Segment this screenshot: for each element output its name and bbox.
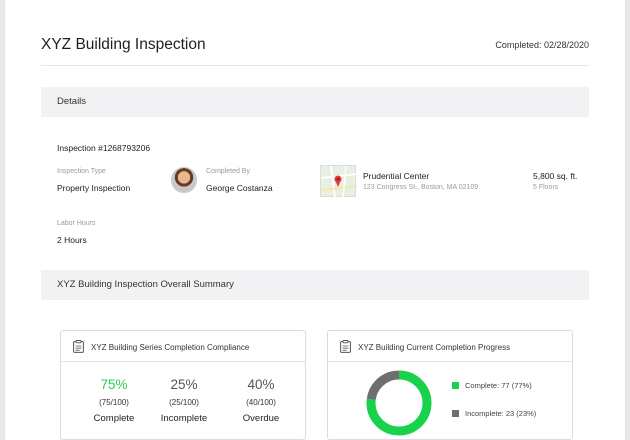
stat-complete-fraction: (75/100) — [99, 398, 129, 407]
stat-incomplete-percent: 25% — [170, 377, 198, 392]
completed-date: Completed: 02/28/2020 — [495, 40, 589, 50]
location-address: 123 Congress St., Boston, MA 02109 — [363, 184, 479, 191]
progress-card-title: XYZ Building Current Completion Progress — [358, 343, 511, 352]
map-thumbnail — [320, 165, 358, 199]
details-section-header: Details — [41, 87, 589, 117]
stat-incomplete-label: Incomplete — [160, 413, 208, 424]
progress-card-header: XYZ Building Current Completion Progress — [328, 331, 572, 362]
stat-incomplete-fraction: (25/100) — [169, 398, 199, 407]
area-value: 5,800 sq. ft. — [533, 171, 578, 181]
report-header: XYZ Building Inspection Completed: 02/28… — [41, 24, 589, 66]
labor-hours-value: 2 Hours — [57, 235, 87, 245]
labor-hours-label: Labor Hours — [57, 220, 96, 227]
summary-section-header: XYZ Building Inspection Overall Summary — [41, 270, 589, 300]
inspection-type-label: Inspection Type — [57, 168, 106, 175]
location-name: Prudential Center — [363, 171, 430, 181]
report-page: XYZ Building Inspection Completed: 02/28… — [4, 0, 626, 440]
avatar — [171, 167, 197, 193]
inspection-type-value: Property Inspection — [57, 183, 131, 193]
stat-overdue-percent: 40% — [247, 377, 275, 392]
stat-incomplete: 25% (25/100) Incomplete — [149, 377, 219, 424]
completed-by-label: Completed By — [206, 168, 250, 175]
clipboard-icon — [73, 340, 84, 353]
legend-incomplete-label: Incomplete: 23 (23%) — [465, 409, 537, 418]
stat-overdue: 40% (40/100) Overdue — [226, 377, 296, 424]
stat-complete: 75% (75/100) Complete — [79, 377, 149, 424]
legend-incomplete-swatch — [452, 410, 459, 417]
summary-section-title: XYZ Building Inspection Overall Summary — [57, 279, 234, 290]
compliance-card-header: XYZ Building Series Completion Complianc… — [61, 331, 305, 362]
stat-overdue-fraction: (40/100) — [246, 398, 276, 407]
legend-incomplete: Incomplete: 23 (23%) — [452, 409, 536, 418]
completion-donut-chart — [366, 370, 432, 436]
stat-complete-label: Complete — [93, 413, 135, 424]
compliance-card-title: XYZ Building Series Completion Complianc… — [91, 343, 250, 352]
inspection-number: Inspection #1268793206 — [57, 143, 151, 153]
legend-complete-label: Complete: 77 (77%) — [465, 381, 532, 390]
stat-complete-percent: 75% — [100, 377, 128, 392]
completed-by-value: George Costanza — [206, 183, 273, 193]
details-section-title: Details — [57, 96, 87, 107]
compliance-card: XYZ Building Series Completion Complianc… — [60, 330, 306, 440]
stat-overdue-label: Overdue — [242, 413, 280, 424]
map-pin-icon — [320, 165, 358, 199]
floors-value: 5 Floors — [533, 184, 559, 191]
legend-complete-swatch — [452, 382, 459, 389]
donut-slice-incomplete — [366, 370, 432, 436]
progress-card: XYZ Building Current Completion Progress… — [327, 330, 573, 440]
page-title: XYZ Building Inspection — [41, 36, 206, 53]
clipboard-icon — [340, 340, 351, 353]
legend-complete: Complete: 77 (77%) — [452, 381, 532, 390]
